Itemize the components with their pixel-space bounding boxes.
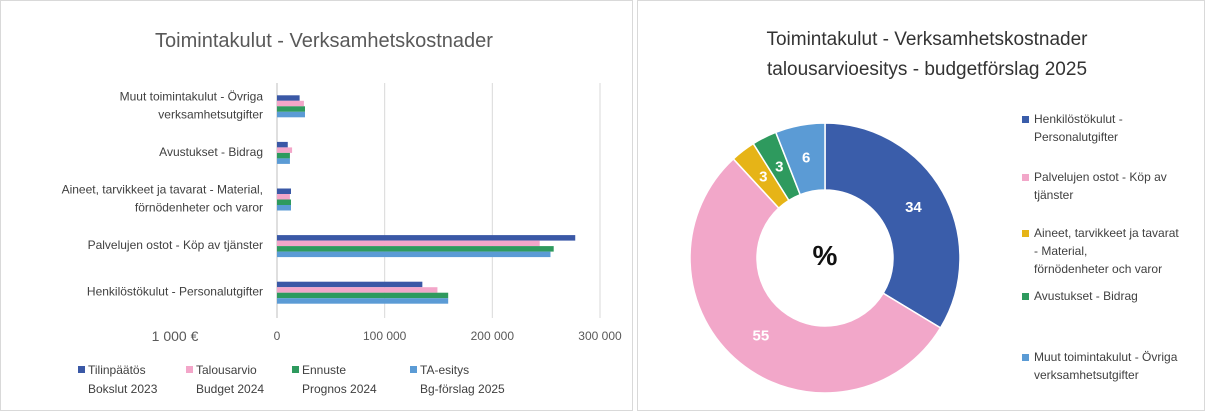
bar	[277, 298, 449, 304]
bar	[277, 141, 288, 148]
legend-label: Aineet, tarvikkeet ja tavarat - Material,…	[1034, 226, 1179, 276]
bar	[277, 235, 576, 241]
legend-swatch	[292, 366, 299, 373]
bar	[277, 188, 291, 194]
legend-label: Muut toimintakulut - Övriga verksamhetsut…	[1034, 350, 1178, 382]
donut-slice	[824, 122, 961, 329]
data-label: 55	[752, 328, 769, 345]
bar	[277, 205, 291, 211]
legend-label: Avustukset - Bidrag	[1034, 289, 1138, 303]
donut-slice	[774, 122, 826, 196]
y-tick-label: Aineet, tarvikkeet ja tavarat - Material…	[62, 183, 263, 215]
bar	[277, 106, 305, 112]
bar	[277, 246, 554, 252]
x-tick-label: 100 000	[363, 329, 407, 343]
x-tick-label: 300 000	[578, 329, 622, 343]
x-axis-label: 1 000 €	[152, 328, 199, 344]
center-label: %	[813, 240, 838, 271]
bar	[277, 158, 290, 164]
chart-title: Toimintakulut - Verksamhetskostnader talo…	[766, 29, 1088, 80]
legend-label: TA-esitys Bg-förslag 2025	[420, 363, 505, 396]
legend-swatch	[1022, 174, 1029, 181]
bar	[277, 281, 423, 288]
legend-label: Talousarvio Budget 2024	[196, 363, 264, 396]
bar	[277, 147, 293, 153]
legend-swatch	[410, 366, 417, 373]
y-tick-label: Avustukset - Bidrag	[159, 145, 263, 159]
bar	[277, 251, 551, 258]
bar	[277, 287, 438, 293]
bar	[277, 152, 290, 159]
bar	[277, 292, 449, 299]
bar	[277, 111, 305, 118]
y-tick-label: Muut toimintakulut - Övriga verksamhetsut…	[120, 89, 264, 121]
data-label: 3	[775, 158, 783, 175]
donut-slice	[689, 157, 942, 394]
chart-title: Toimintakulut - Verksamhetskostnader	[155, 30, 493, 52]
legend-swatch	[1022, 116, 1029, 123]
legend-label: Palvelujen ostot - Köp av tjänster	[1034, 170, 1167, 202]
bar	[277, 199, 291, 205]
y-tick-label: Palvelujen ostot - Köp av tjänster	[88, 238, 263, 252]
legend-label: Tilinpäätös Bokslut 2023	[88, 363, 158, 396]
bar	[277, 240, 540, 247]
legend-label: Henkilöstökulut -Personalutgifter	[1034, 112, 1123, 144]
bar	[277, 95, 300, 101]
legend-label: Ennuste Prognos 2024	[302, 363, 377, 396]
data-label: 3	[759, 168, 767, 185]
data-label: 34	[905, 199, 922, 216]
x-tick-label: 200 000	[471, 329, 515, 343]
left-panel	[0, 0, 633, 411]
legend-swatch	[78, 366, 85, 373]
legend-swatch	[1022, 230, 1029, 237]
bar	[277, 194, 290, 200]
bar	[277, 100, 304, 107]
legend-swatch	[186, 366, 193, 373]
y-tick-label: Henkilöstökulut - Personalutgifter	[87, 285, 263, 299]
legend-swatch	[1022, 293, 1029, 300]
data-label: 6	[802, 149, 810, 166]
legend-swatch	[1022, 354, 1029, 361]
x-tick-label: 0	[274, 329, 281, 343]
